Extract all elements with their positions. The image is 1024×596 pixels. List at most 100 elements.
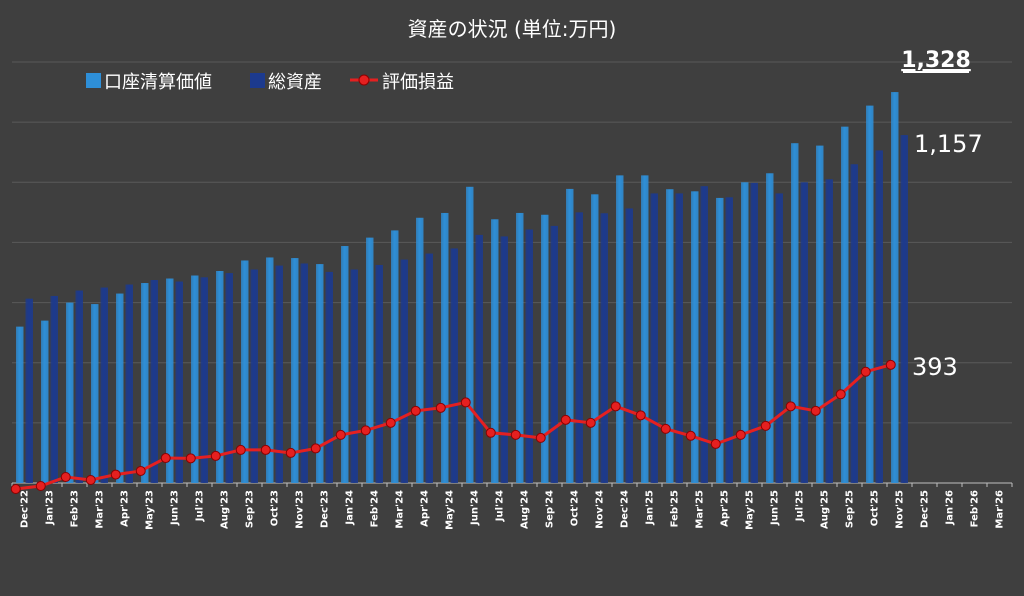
x-tick-label: Sep'23	[245, 490, 256, 528]
x-tick-label: Dec'23	[320, 490, 331, 528]
pl-point	[510, 429, 521, 440]
bar-series	[16, 92, 908, 484]
bar-total-assets	[700, 186, 708, 483]
bar-liquidation-value	[16, 326, 24, 483]
bar-total-assets	[875, 150, 883, 483]
bar-total-assets	[525, 229, 533, 483]
x-tick-label: Jan'26	[945, 490, 956, 526]
x-tick-label: Jan'25	[645, 490, 656, 526]
pl-point	[135, 465, 146, 476]
pl-point	[835, 389, 846, 400]
bar-liquidation-value	[491, 219, 499, 484]
x-tick-label: Apr'23	[120, 490, 131, 527]
bar-liquidation-value	[691, 191, 699, 484]
bar-total-assets	[750, 182, 758, 483]
bar-liquidation-value	[591, 194, 599, 484]
bar-liquidation-value	[466, 186, 474, 483]
x-tick-label: Dec'22	[20, 490, 31, 528]
bar-total-assets	[400, 259, 408, 483]
bar-total-assets	[825, 179, 833, 483]
legend-label-liquidation: 口座清算価値	[104, 72, 212, 93]
bar-liquidation-value	[166, 278, 174, 483]
legend-swatch-liquidation	[86, 73, 101, 88]
x-tick-label: Mar'24	[395, 490, 406, 529]
bar-liquidation-value	[66, 302, 74, 483]
pl-point	[360, 425, 371, 436]
pl-point	[210, 450, 221, 461]
bar-total-assets	[500, 236, 508, 483]
bar-total-assets	[325, 271, 333, 483]
bar-total-assets	[75, 290, 83, 483]
pl-point	[785, 401, 796, 412]
pl-point	[660, 423, 671, 434]
bar-liquidation-value	[891, 92, 899, 484]
bar-total-assets	[100, 287, 108, 483]
pl-point	[260, 444, 271, 455]
legend-swatch-total-assets	[250, 73, 265, 88]
bar-total-assets	[900, 135, 908, 483]
bar-liquidation-value	[391, 230, 399, 483]
legend-label-pl: 評価損益	[382, 72, 454, 93]
line-series	[10, 359, 896, 495]
bar-total-assets	[800, 182, 808, 484]
x-tick-label: Mar'25	[695, 490, 706, 529]
pl-point	[60, 471, 71, 482]
pl-point	[735, 429, 746, 440]
pl-point	[860, 366, 871, 377]
bar-liquidation-value	[816, 145, 824, 483]
pl-point	[35, 481, 46, 492]
bar-total-assets	[300, 263, 308, 483]
pl-point	[485, 427, 496, 438]
x-tick-label: Aug'24	[520, 490, 531, 529]
x-tick-label: Nov'25	[895, 490, 906, 529]
pl-point	[235, 444, 246, 455]
x-tick-label: Jun'24	[470, 490, 481, 526]
bar-total-assets	[150, 280, 158, 483]
bar-total-assets	[50, 295, 58, 483]
pl-point	[385, 417, 396, 428]
x-tick-label: Jan'23	[45, 490, 56, 526]
pl-point	[335, 429, 346, 440]
x-tick-label: Feb'25	[670, 490, 681, 527]
bar-total-assets	[275, 265, 283, 483]
x-tick-label: Oct'24	[570, 490, 581, 526]
bar-total-assets	[450, 248, 458, 483]
pl-point	[10, 484, 21, 495]
bar-liquidation-value	[316, 264, 324, 483]
x-tick-label: May'23	[145, 490, 156, 530]
pl-point	[635, 410, 646, 421]
bar-liquidation-value	[291, 258, 299, 483]
bar-liquidation-value	[716, 197, 724, 483]
bar-total-assets	[200, 277, 208, 483]
bar-total-assets	[125, 284, 133, 483]
x-tick-label: Feb'23	[70, 490, 81, 527]
bar-liquidation-value	[266, 257, 274, 483]
bar-liquidation-value	[641, 175, 649, 483]
pl-point	[610, 401, 621, 412]
bar-liquidation-value	[616, 175, 624, 483]
annotation-total-assets: 1,157	[914, 130, 983, 158]
bar-total-assets	[550, 225, 558, 483]
annotation-max-liquidation: 1,328	[901, 48, 971, 73]
x-tick-label: Apr'24	[420, 490, 431, 527]
bar-liquidation-value	[866, 105, 874, 483]
bar-total-assets	[350, 269, 358, 483]
bar-total-assets	[775, 193, 783, 483]
bar-total-assets	[375, 264, 383, 483]
x-tick-label: Mar'26	[995, 490, 1006, 529]
bar-total-assets	[250, 269, 258, 483]
pl-point	[710, 438, 721, 449]
bar-liquidation-value	[216, 270, 224, 483]
x-tick-label: Oct'25	[870, 490, 881, 526]
x-tick-label: Feb'24	[370, 490, 381, 527]
bar-total-assets	[475, 234, 483, 483]
bar-total-assets	[650, 193, 658, 483]
x-tick-label: Oct'23	[270, 490, 281, 526]
pl-point	[285, 447, 296, 458]
bar-total-assets	[225, 273, 233, 483]
annotation-pl: 393	[912, 353, 958, 381]
bar-liquidation-value	[791, 143, 799, 483]
x-tick-label: Nov'24	[595, 490, 606, 529]
x-tick-label: Jul'23	[195, 490, 206, 522]
